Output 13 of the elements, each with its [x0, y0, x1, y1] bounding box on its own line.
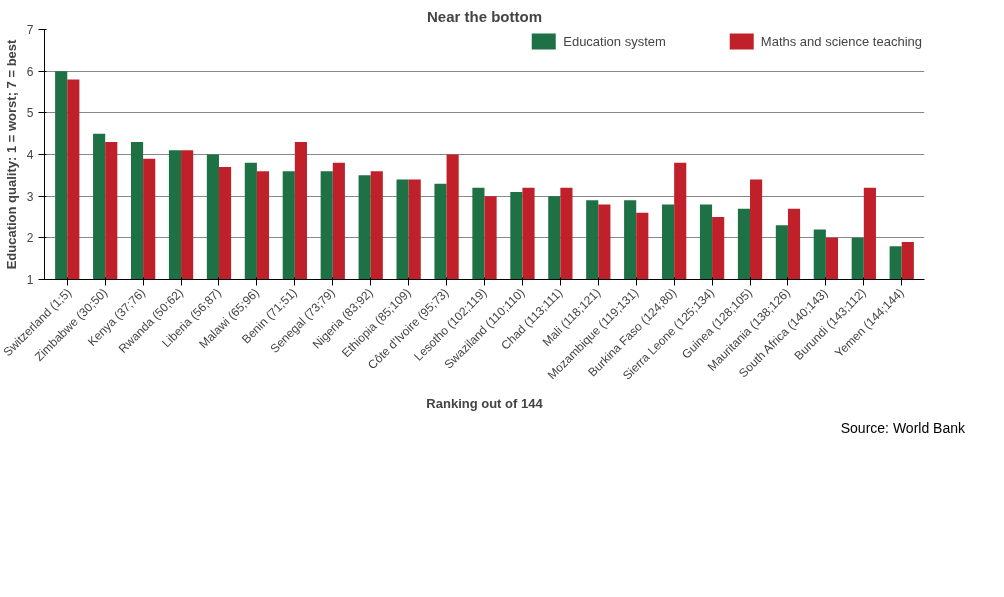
- y-tick-label: 4: [26, 148, 34, 162]
- y-tick-label: 2: [26, 231, 34, 246]
- y-tick-label: 3: [26, 189, 34, 204]
- y-tick-label: 1: [26, 273, 34, 287]
- x-axis-title: Ranking out of 144: [426, 395, 544, 411]
- y-tick-label: 7: [26, 23, 34, 37]
- y-tick-label: 6: [26, 64, 34, 79]
- chart-title: Near the bottom: [427, 7, 543, 25]
- y-axis-title: Education quality: 1 = worst; 7 = best: [3, 38, 19, 270]
- legend-label: Maths and science teaching: [760, 33, 922, 49]
- source-note: Source: World Bank: [840, 419, 965, 438]
- y-tick-label: 5: [26, 106, 34, 121]
- legend-label: Education system: [563, 33, 666, 49]
